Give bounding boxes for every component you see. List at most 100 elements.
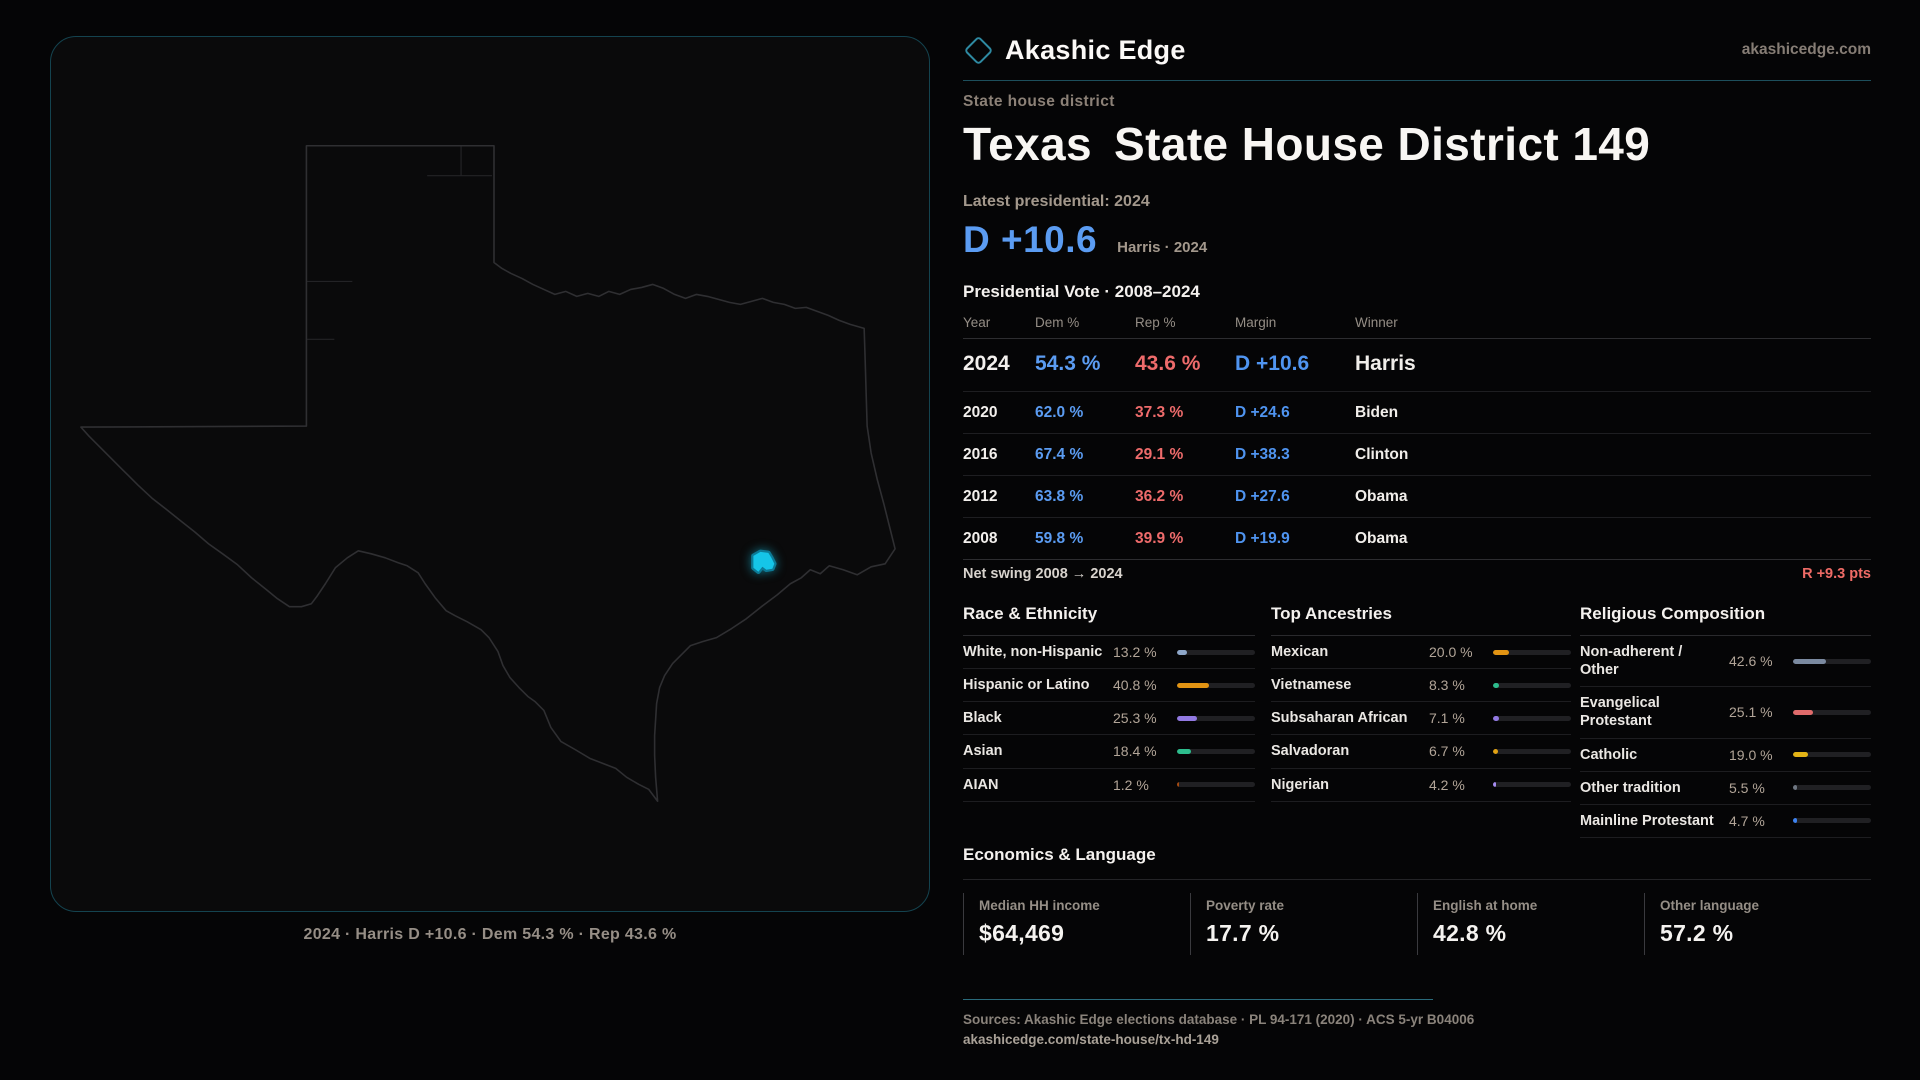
stat-row: Subsaharan African 7.1 %	[1271, 702, 1571, 736]
cell-rep: 29.1 %	[1135, 445, 1184, 463]
stat-card-poverty-rate: Poverty rate 17.7 %	[1190, 893, 1417, 955]
stat-bar	[1493, 748, 1571, 754]
stat-bar	[1177, 682, 1255, 688]
cell-winner: Biden	[1355, 403, 1399, 421]
stat-row: Vietnamese 8.3 %	[1271, 669, 1571, 703]
stat-card-english-at-home: English at home 42.8 %	[1417, 893, 1644, 955]
stat-value: 6.7 %	[1429, 743, 1465, 760]
net-swing-value: R +9.3 pts	[1802, 566, 1871, 582]
stat-row: Asian 18.4 %	[963, 735, 1255, 769]
section-religious-composition: Religious Composition Non-adherent / Oth…	[1580, 604, 1871, 838]
cell-winner: Clinton	[1355, 445, 1409, 463]
stat-bar	[1793, 658, 1871, 664]
title-state: Texas	[963, 118, 1093, 170]
cell-winner: Obama	[1355, 529, 1408, 547]
cell-margin: D +24.6	[1235, 403, 1290, 421]
stat-label: Evangelical Protestant	[1580, 695, 1660, 730]
net-swing-label: Net swing 2008 → 2024	[963, 566, 1123, 582]
stat-row: Other tradition 5.5 %	[1580, 772, 1871, 805]
stat-bar	[1493, 715, 1571, 721]
stat-row: Non-adherent / Other 42.6 %	[1580, 636, 1871, 688]
footer-url-link[interactable]: akashicedge.com/state-house/tx-hd-149	[963, 1032, 1219, 1047]
site-link[interactable]: akashicedge.com	[1741, 41, 1871, 58]
stat-value: 13.2 %	[1113, 644, 1157, 661]
stat-bar	[1793, 709, 1871, 715]
cell-dem: 67.4 %	[1035, 445, 1084, 463]
stat-value: 18.4 %	[1113, 743, 1157, 760]
headline-sub: Harris · 2024	[1117, 239, 1208, 256]
cell-margin: D +19.9	[1235, 529, 1290, 547]
col-year: Year	[963, 314, 991, 330]
header-divider	[963, 80, 1871, 81]
page-title: Texas State House District 149	[963, 117, 1650, 171]
cell-year: 2020	[963, 403, 998, 421]
cell-dem: 54.3 %	[1035, 352, 1101, 375]
stat-bar	[1177, 782, 1255, 788]
cell-dem: 59.8 %	[1035, 529, 1084, 547]
cell-rep: 39.9 %	[1135, 529, 1184, 547]
map-internal-lines	[306, 145, 492, 340]
col-dem: Dem %	[1035, 314, 1080, 330]
stat-value: 19.0 %	[1729, 746, 1773, 763]
stat-card-median-income: Median HH income $64,469	[963, 893, 1190, 955]
brand-name: Akashic Edge	[1005, 34, 1186, 65]
col-winner: Winner	[1355, 314, 1398, 330]
cell-margin: D +38.3	[1235, 445, 1290, 463]
stat-label: Vietnamese	[1271, 677, 1352, 694]
stat-value: 57.2 %	[1660, 920, 1734, 946]
stat-card-other-language: Other language 57.2 %	[1644, 893, 1871, 955]
cell-rep: 36.2 %	[1135, 487, 1184, 505]
table-row-2024: 2024 54.3 % 43.6 % D +10.6 Harris	[963, 339, 1871, 391]
stat-bar	[1493, 782, 1571, 788]
economics-title: Economics & Language	[963, 845, 1156, 864]
stat-label: Catholic	[1580, 746, 1638, 763]
latest-presidential-label: Latest presidential: 2024	[963, 193, 1150, 210]
texas-map	[80, 144, 896, 803]
stat-value: 25.1 %	[1729, 704, 1773, 721]
stat-label: AIAN	[963, 776, 999, 793]
stat-bar	[1177, 748, 1255, 754]
stat-bar	[1177, 649, 1255, 655]
cell-rep: 43.6 %	[1135, 352, 1201, 375]
cell-year: 2008	[963, 529, 998, 547]
stat-row: Nigerian 4.2 %	[1271, 769, 1571, 802]
economics-stats: Median HH income $64,469 Poverty rate 17…	[963, 893, 1871, 955]
table-bottom-divider	[963, 559, 1871, 560]
table-header-divider	[963, 338, 1871, 339]
section-title: Race & Ethnicity	[963, 604, 1255, 636]
stat-label: Subsaharan African	[1271, 710, 1408, 727]
stat-value: 40.8 %	[1113, 677, 1157, 694]
cell-year: 2016	[963, 445, 998, 463]
title-rest: State House District 149	[1114, 118, 1651, 170]
section-title: Religious Composition	[1580, 604, 1871, 636]
headline-margin-row: D +10.6 Harris · 2024	[963, 219, 1207, 261]
stat-value: 17.7 %	[1206, 920, 1280, 946]
stat-value: $64,469	[979, 920, 1065, 946]
stat-label: Other tradition	[1580, 779, 1681, 796]
map-caption: 2024 · Harris D +10.6 · Dem 54.3 % · Rep…	[303, 926, 677, 943]
table-header-row: Year Dem % Rep % Margin Winner	[963, 310, 1871, 334]
stat-bar	[1177, 715, 1255, 721]
cell-margin: D +27.6	[1235, 487, 1290, 505]
stat-row: Black 25.3 %	[963, 702, 1255, 736]
stat-label: Nigerian	[1271, 776, 1330, 793]
diamond-icon	[963, 35, 994, 65]
stat-label: Hispanic or Latino	[963, 677, 1090, 694]
stat-value: 8.3 %	[1429, 677, 1465, 694]
col-rep: Rep %	[1135, 314, 1176, 330]
cell-dem: 63.8 %	[1035, 487, 1084, 505]
stat-bar	[1493, 682, 1571, 688]
cell-winner: Obama	[1355, 487, 1408, 505]
footer-divider	[963, 999, 1433, 1000]
stat-value: 5.5 %	[1729, 779, 1765, 796]
cell-winner: Harris	[1355, 352, 1416, 375]
cell-margin: D +10.6	[1235, 352, 1310, 375]
stat-value: 4.7 %	[1729, 812, 1765, 829]
stat-value: 42.6 %	[1729, 653, 1773, 670]
headline-margin: D +10.6	[963, 219, 1098, 260]
stat-row: White, non-Hispanic 13.2 %	[963, 636, 1255, 670]
stat-label: Mexican	[1271, 644, 1329, 660]
table-row-2012: 2012 63.8 % 36.2 % D +27.6 Obama	[963, 475, 1871, 517]
col-margin: Margin	[1235, 314, 1277, 330]
stat-label: White, non-Hispanic	[963, 644, 1103, 660]
